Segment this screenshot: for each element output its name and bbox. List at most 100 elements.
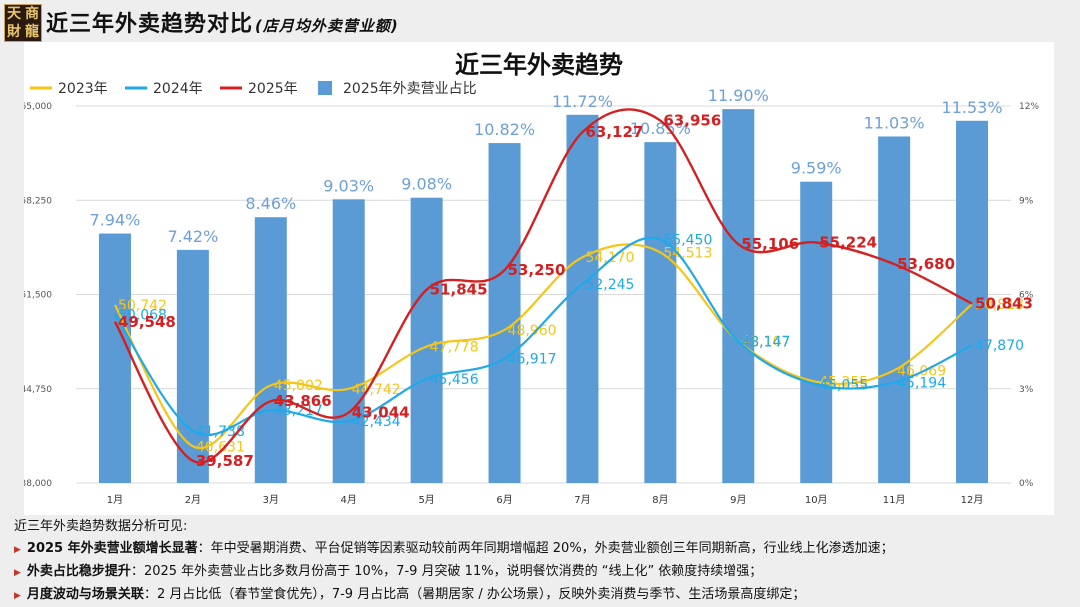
x-tick-label: 2月 — [185, 494, 201, 506]
bar-data-label: 7.42% — [167, 227, 218, 246]
right-axis-tick-label: 3% — [1019, 385, 1034, 395]
line-data-label: 39,587 — [196, 452, 254, 470]
series-line — [113, 108, 973, 464]
line-data-label: 63,127 — [585, 123, 643, 141]
left-axis-tick-label: 65,000 — [24, 102, 52, 112]
bar — [254, 217, 287, 483]
legend-marker — [318, 81, 332, 95]
line-data-label: 48,147 — [741, 334, 790, 350]
chart-title: 近三年外卖趋势 — [455, 51, 623, 79]
bar — [956, 120, 989, 483]
line-data-label: 44,742 — [352, 382, 401, 398]
bar-data-label: 10.82% — [474, 120, 535, 139]
x-tick-label: 12月 — [961, 494, 984, 506]
x-tick-label: 9月 — [730, 494, 746, 506]
x-tick-label: 1月 — [107, 494, 123, 506]
brand-logo: 天 商 財 龍 — [4, 4, 42, 42]
logo-char-2: 商 — [25, 6, 39, 22]
x-tick-label: 5月 — [418, 494, 434, 506]
legend-label: 2025年外卖营业占比 — [343, 81, 477, 97]
line-data-label: 45,002 — [274, 378, 323, 394]
line-data-label: 47,778 — [430, 339, 479, 355]
line-data-label: 43,866 — [274, 392, 332, 410]
bar-data-label: 9.03% — [323, 176, 374, 195]
analysis-intro: 近三年外卖趋势数据分析可见: — [14, 519, 188, 534]
line-data-label: 42,434 — [352, 414, 401, 430]
line-data-label: 55,224 — [819, 234, 877, 252]
right-axis-tick-label: 12% — [1019, 102, 1039, 112]
analysis-point-label: 月度波动与场景关联 — [26, 587, 144, 602]
bar — [98, 233, 131, 483]
right-axis-tick-label: 0% — [1019, 479, 1034, 489]
legend-label: 2024年 — [153, 81, 203, 97]
line-data-label: 55,450 — [663, 232, 712, 248]
bar — [722, 109, 755, 484]
series-line — [113, 243, 973, 450]
bar — [410, 197, 443, 483]
analysis-point: ▶ 月度波动与场景关联：2 月占比低（春节堂食优先），7-9 月占比高（暑期居家 … — [14, 584, 1074, 607]
line-data-label: 41,738 — [196, 424, 245, 440]
x-tick-label: 10月 — [805, 494, 828, 506]
left-axis-tick-label: 58,250 — [24, 196, 52, 206]
x-tick-label: 3月 — [263, 494, 279, 506]
logo-char-3: 財 — [7, 24, 21, 40]
bullet-arrow-icon: ▶ — [14, 568, 21, 578]
line-data-label: 52,245 — [585, 277, 634, 293]
bar-data-label: 11.03% — [864, 113, 925, 132]
line-data-label: 54,170 — [585, 250, 634, 266]
bar — [644, 142, 677, 484]
line-data-label: 53,250 — [508, 261, 566, 279]
analysis-point-text: ：2025 年外卖营业占比多数月份高于 10%，7-9 月突破 11%，说明餐饮… — [130, 564, 763, 579]
bar-data-label: 9.59% — [791, 159, 842, 178]
bar — [878, 136, 911, 483]
analysis-point-text: ：2 月占比低（春节堂食优先），7-9 月占比高（暑期居家 / 办公场景），反映… — [143, 587, 806, 602]
bar-data-label: 11.72% — [552, 92, 613, 111]
line-data-label: 50,813 — [975, 297, 1024, 313]
bar-data-label: 11.53% — [942, 98, 1003, 117]
bar-data-label: 9.08% — [401, 175, 452, 194]
line-data-label: 50,068 — [118, 307, 167, 323]
bar-data-label: 11.90% — [708, 86, 769, 105]
line-data-label: 49,548 — [118, 313, 176, 331]
analysis-section: 近三年外卖趋势数据分析可见: ▶ 2025 年外卖营业额增长显著：年中受暑期消费、… — [14, 516, 1074, 607]
analysis-point: ▶ 2025 年外卖营业额增长显著：年中受暑期消费、平台促销等因素驱动较前两年同期… — [14, 538, 1074, 561]
line-data-label: 43,044 — [352, 404, 410, 422]
chart-card: 近三年外卖趋势 38,000 44,750 51,500 58,250 65,000 0% 3… — [24, 42, 1054, 515]
line-data-label: 51,845 — [430, 281, 488, 299]
line-data-label: 43,217 — [274, 403, 323, 419]
analysis-point-label: 2025 年外卖营业额增长显著 — [26, 541, 198, 556]
bar-data-label: 10.85% — [630, 119, 691, 138]
bar — [800, 181, 833, 483]
bullet-arrow-icon: ▶ — [14, 545, 21, 555]
right-axis-tick-label: 6% — [1019, 291, 1034, 301]
left-axis-tick-label: 38,000 — [24, 479, 52, 489]
line-data-label: 50,742 — [118, 298, 167, 314]
line-data-label: 46,917 — [508, 351, 557, 367]
x-tick-label: 6月 — [496, 494, 512, 506]
analysis-point-text: ：年中受暑期消费、平台促销等因素驱动较前两年同期增幅超 20%，外卖营业额创三年… — [197, 541, 894, 556]
line-data-label: 53,680 — [897, 255, 955, 273]
line-data-label: 55,106 — [741, 235, 799, 253]
x-tick-label: 8月 — [652, 494, 668, 506]
page-subtitle: (店月均外卖营业额) — [255, 17, 399, 35]
left-axis-tick-label: 51,500 — [24, 291, 52, 301]
bar — [566, 114, 599, 484]
bar — [488, 143, 521, 483]
line-data-label: 45,456 — [430, 372, 479, 388]
legend-label: 2023年 — [58, 81, 108, 97]
combo-chart: 近三年外卖趋势 38,000 44,750 51,500 58,250 65,000 0% 3… — [24, 51, 1039, 506]
analysis-point: ▶ 外卖占比稳步提升：2025 年外卖营业占比多数月份高于 10%，7-9 月突破… — [14, 561, 1074, 584]
line-data-label: 45,055 — [819, 377, 868, 393]
page-title: 近三年外卖趋势对比 (店月均外卖营业额) — [46, 6, 399, 38]
line-data-label: 50,843 — [975, 295, 1033, 313]
legend-label: 2025年 — [248, 81, 298, 97]
bar — [176, 249, 209, 483]
bar-data-label: 8.46% — [245, 194, 296, 213]
bar-data-label: 7.94% — [90, 211, 141, 230]
x-tick-label: 4月 — [341, 494, 357, 506]
x-tick-label: 7月 — [574, 494, 590, 506]
x-tick-label: 11月 — [883, 494, 906, 506]
bar — [332, 199, 365, 483]
line-data-label: 45,194 — [897, 376, 946, 392]
analysis-point-label: 外卖占比稳步提升 — [26, 564, 131, 579]
